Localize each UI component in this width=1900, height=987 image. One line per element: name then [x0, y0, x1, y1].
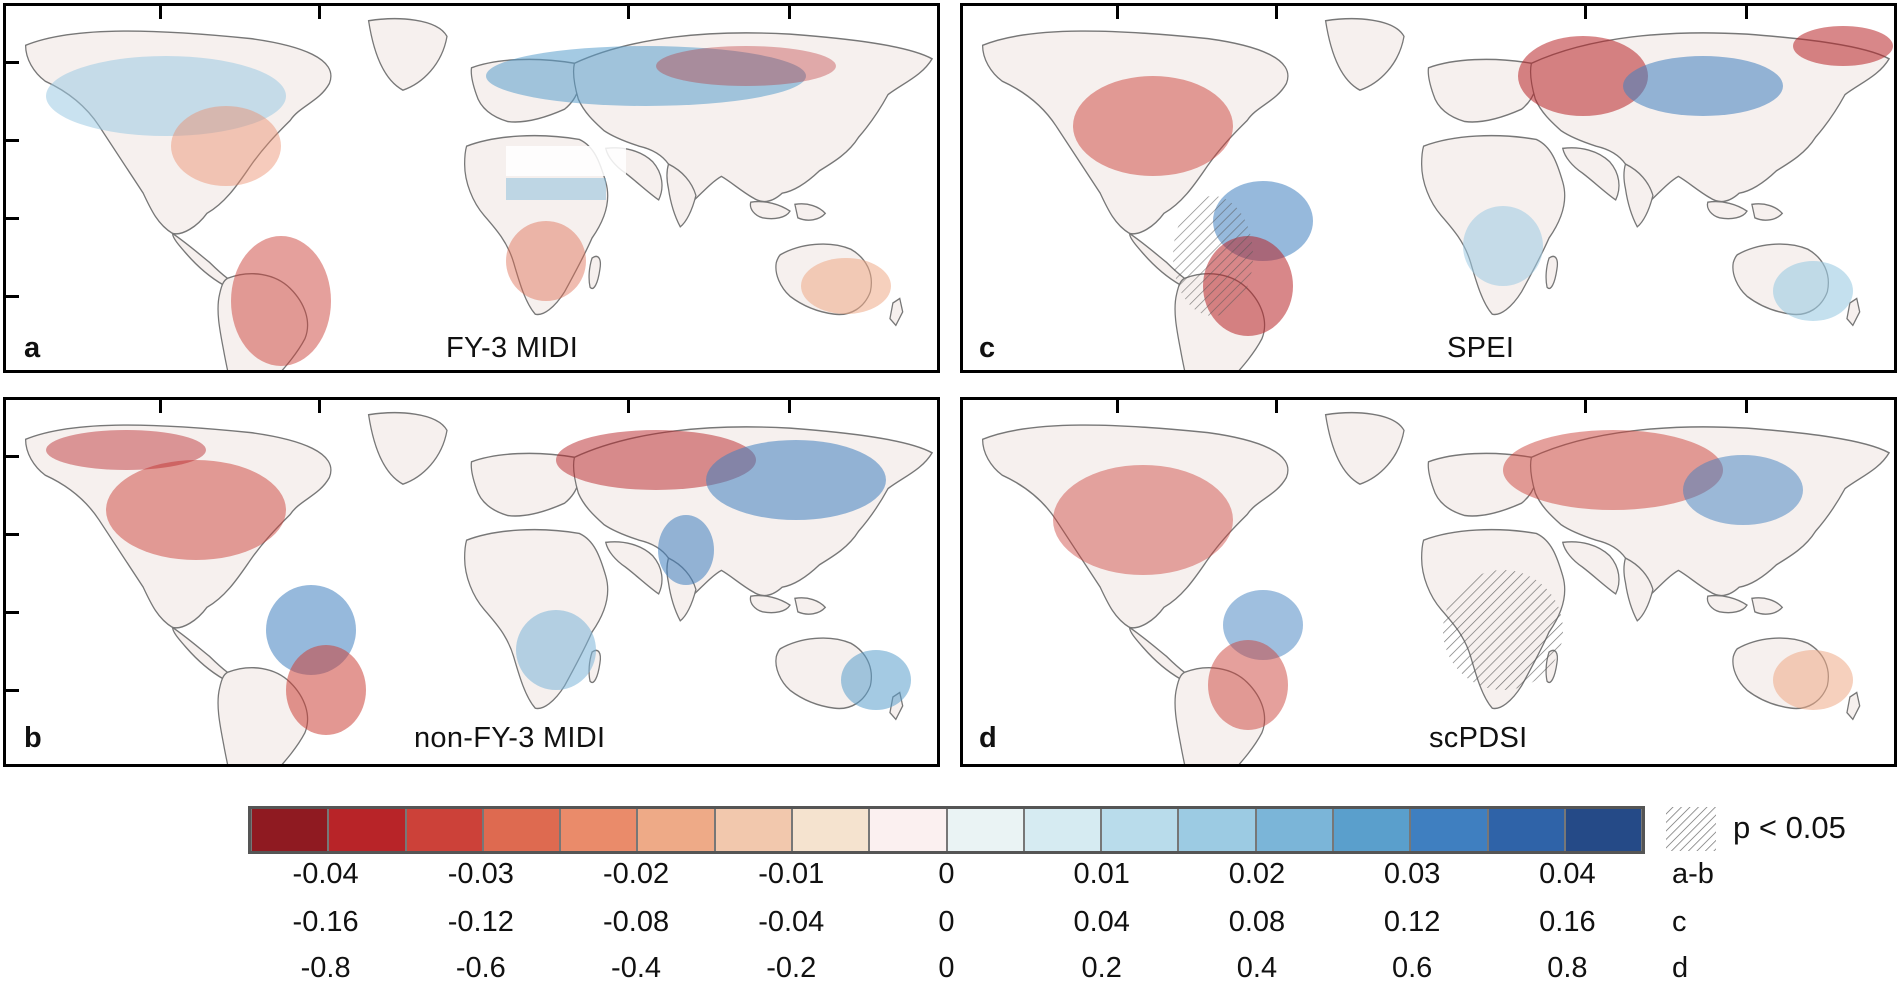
colorbar-swatch: [329, 809, 405, 851]
colorbar-tick-label: 0.02: [1228, 858, 1286, 890]
colorbar-tick-label: -0.12: [447, 906, 514, 938]
colorbar-tick-label: 0.04: [1539, 858, 1596, 890]
colorbar-swatch: [1024, 809, 1101, 851]
colorbar-tick-label: 0: [938, 858, 955, 890]
colorbar-tick-label: 0.08: [1228, 906, 1286, 938]
colorbar-swatch: [561, 809, 637, 851]
colorbar: [248, 806, 1645, 854]
colorbar-tick-label: -0.08: [602, 906, 670, 938]
panel-letter-c: c: [979, 332, 996, 364]
panel-title-a: FY-3 MIDI: [446, 332, 579, 364]
significance-label: p < 0.05: [1733, 810, 1846, 845]
colorbar-tick-label: 0.01: [1073, 858, 1130, 890]
colorbar-tick-label: -0.16: [292, 906, 359, 938]
map-panel-c: c SPEI: [960, 3, 1897, 373]
colorbar-swatch: [406, 809, 482, 851]
colorbar-tick-label: 0.4: [1236, 952, 1278, 984]
colorbar-swatch: [1102, 809, 1178, 851]
colorbar-tick-label: -0.6: [455, 952, 506, 984]
map-b-graphic: [24, 412, 933, 764]
map-panel-b: b non-FY-3 MIDI: [3, 397, 940, 767]
colorbar-row-label: a-b: [1672, 858, 1714, 890]
map-panel-a: a FY-3 MIDI: [3, 3, 940, 373]
colorbar-tick-label: -0.8: [300, 952, 351, 984]
colorbar-swatch: [870, 809, 946, 851]
panel-letter-a: a: [24, 332, 41, 364]
map-panel-d: d scPDSI: [960, 397, 1897, 767]
colorbar-tick-label: -0.01: [758, 858, 825, 890]
colorbar-swatch: [792, 809, 869, 851]
colorbar-swatch: [483, 809, 560, 851]
colorbar-tick-label: -0.04: [758, 906, 825, 938]
colorbar-swatch: [638, 809, 714, 851]
hatch-legend-icon: [1666, 807, 1716, 851]
colorbar-tick-label: 0.6: [1391, 952, 1433, 984]
map-c-graphic: [981, 18, 1893, 370]
colorbar-swatch: [1565, 809, 1642, 851]
colorbar-tick-label: 0.16: [1539, 906, 1596, 938]
colorbar-swatch: [1179, 809, 1255, 851]
colorbar-tick-label: 0: [938, 906, 955, 938]
panel-title-d: scPDSI: [1429, 722, 1528, 754]
colorbar-tick-label: 0.2: [1081, 952, 1122, 984]
colorbar-tick-label: 0.12: [1383, 906, 1441, 938]
colorbar-swatch: [1333, 809, 1410, 851]
panel-letter-d: d: [979, 722, 997, 754]
colorbar-tick-label: -0.04: [292, 858, 359, 890]
colorbar-row-label: c: [1672, 906, 1687, 938]
map-d-graphic: [981, 412, 1890, 764]
map-a-graphic: [24, 18, 933, 370]
panel-title-c: SPEI: [1447, 332, 1515, 364]
colorbar-tick-label: -0.03: [447, 858, 514, 890]
colorbar-swatch: [947, 809, 1023, 851]
colorbar-tick-label: 0.04: [1073, 906, 1130, 938]
colorbar-row-label: d: [1672, 952, 1689, 984]
colorbar-swatch: [1411, 809, 1487, 851]
colorbar-tick-label: 0.8: [1547, 952, 1588, 984]
panel-title-b: non-FY-3 MIDI: [414, 722, 606, 754]
colorbar-tick-label: 0: [938, 952, 955, 984]
colorbar-swatch: [1488, 809, 1564, 851]
colorbar-swatch: [252, 809, 328, 851]
panel-letter-b: b: [24, 722, 42, 754]
colorbar-tick-label: -0.4: [611, 952, 662, 984]
colorbar-tick-label: 0.03: [1383, 858, 1441, 890]
colorbar-swatch: [1256, 809, 1332, 851]
colorbar-tick-label: -0.2: [766, 952, 817, 984]
colorbar-tick-label: -0.02: [602, 858, 670, 890]
colorbar-swatch: [715, 809, 791, 851]
